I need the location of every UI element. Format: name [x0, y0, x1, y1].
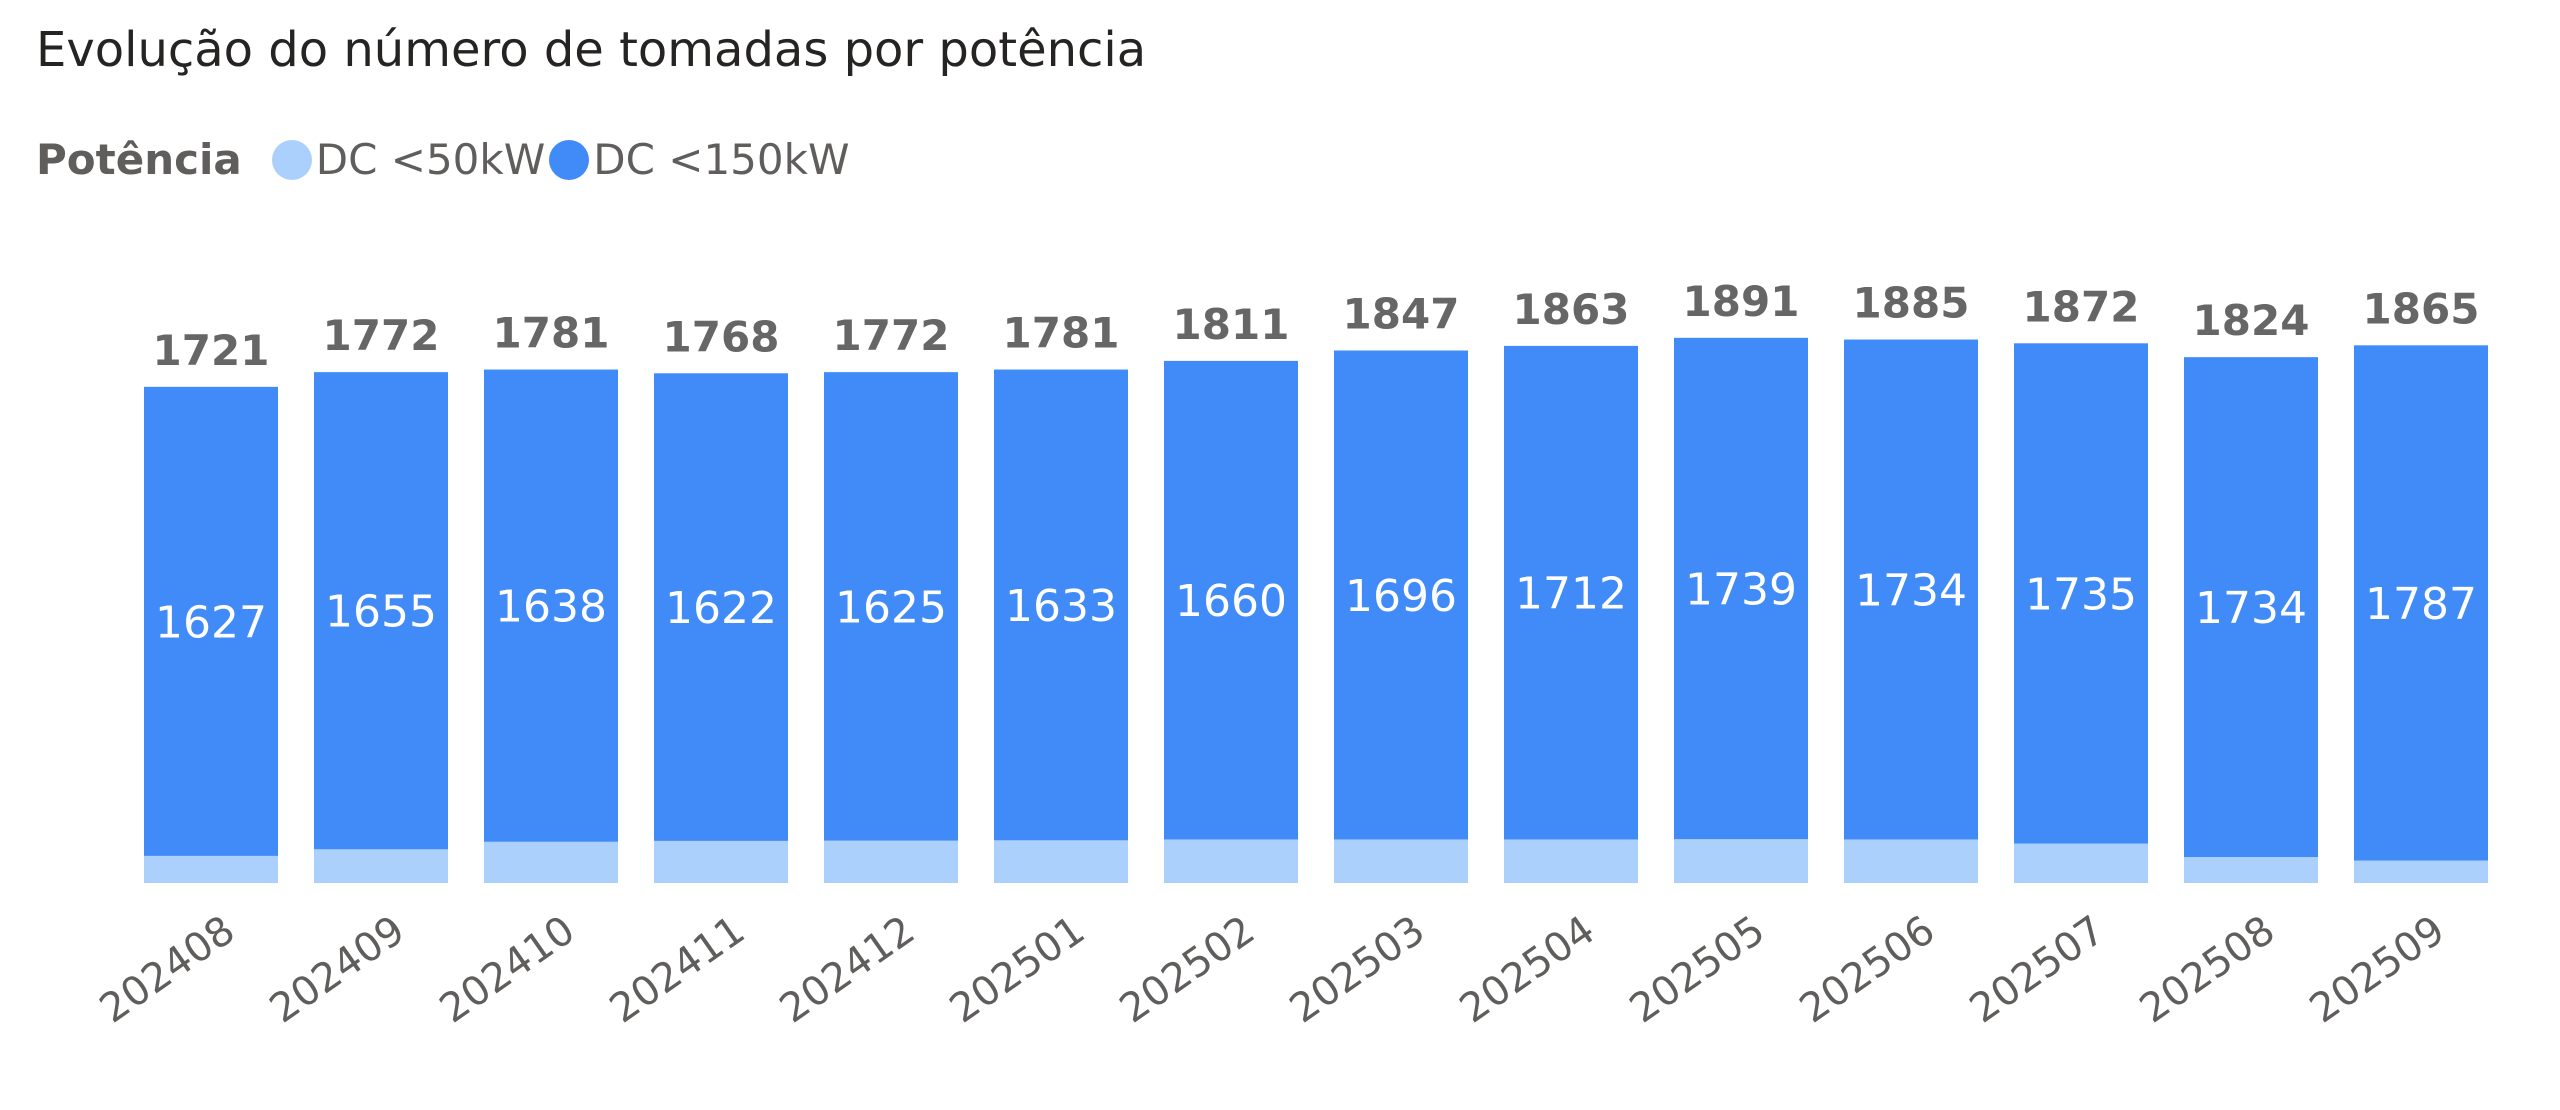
- total-label: 1768: [663, 312, 780, 361]
- total-label: 1721: [153, 326, 270, 375]
- legend-label: DC <50kW: [315, 135, 546, 184]
- x-tick-label: 202504: [1452, 907, 1603, 1032]
- legend-label: DC <150kW: [593, 135, 850, 184]
- total-label: 1781: [1003, 309, 1120, 358]
- bar-segment-dc-50kw: [144, 855, 278, 883]
- total-label: 1781: [493, 309, 610, 358]
- bar-segment-dc-150kw: [1674, 337, 1808, 840]
- bar-segment-dc-150kw: [2014, 343, 2148, 844]
- x-tick-label: 202411: [602, 907, 753, 1032]
- data-label-dc-150kw: 1622: [665, 583, 777, 634]
- x-tick-label: 202501: [942, 907, 1093, 1032]
- legend-title: Potência: [36, 135, 242, 184]
- data-label-dc-150kw: 1660: [1175, 576, 1287, 627]
- bar-segment-dc-50kw: [1164, 839, 1298, 883]
- data-label-dc-150kw: 1734: [1855, 566, 1967, 617]
- x-tick-label: 202408: [92, 907, 243, 1032]
- legend-marker-icon: [549, 139, 590, 180]
- data-label-dc-150kw: 1696: [1345, 571, 1457, 622]
- data-label-dc-150kw: 1734: [2195, 583, 2307, 634]
- bar-segment-dc-150kw: [994, 369, 1128, 841]
- x-tick-label: 202507: [1962, 907, 2113, 1032]
- data-label-dc-150kw: 1739: [1685, 565, 1797, 616]
- total-label: 1847: [1343, 290, 1460, 339]
- x-tick-label: 202505: [1622, 907, 1773, 1032]
- data-label-dc-150kw: 1625: [835, 582, 947, 633]
- bar-segment-dc-150kw: [1164, 360, 1298, 840]
- bar-segment-dc-50kw: [1844, 839, 1978, 883]
- legend-item-dc-150kw[interactable]: DC <150kW: [549, 135, 849, 184]
- data-label-dc-150kw: 1712: [1515, 569, 1627, 620]
- x-tick-label: 202509: [2302, 907, 2453, 1032]
- bar-segment-dc-150kw: [654, 373, 788, 841]
- x-tick-label: 202508: [2132, 907, 2283, 1032]
- x-tick-label: 202503: [1282, 907, 1433, 1032]
- bar-segment-dc-50kw: [1504, 839, 1638, 883]
- total-label: 1772: [323, 311, 440, 360]
- legend-marker-icon: [271, 139, 312, 180]
- bar-segment-dc-150kw: [1844, 339, 1978, 840]
- bar-segment-dc-50kw: [1334, 839, 1468, 883]
- bar-segment-dc-150kw: [144, 386, 278, 856]
- data-label-dc-150kw: 1627: [155, 597, 267, 648]
- bar-segment-dc-150kw: [314, 372, 448, 850]
- bar-segment-dc-50kw: [654, 840, 788, 883]
- bar-segment-dc-150kw: [1504, 345, 1638, 840]
- x-tick-label: 202410: [432, 907, 583, 1032]
- bar-segment-dc-150kw: [824, 372, 958, 841]
- total-label: 1811: [1173, 300, 1290, 349]
- bar-segment-dc-50kw: [314, 849, 448, 883]
- bar-segment-dc-50kw: [824, 840, 958, 883]
- bar-segment-dc-50kw: [2014, 843, 2148, 883]
- bar-segment-dc-50kw: [2184, 857, 2318, 883]
- total-label: 1885: [1853, 279, 1970, 328]
- total-label: 1891: [1683, 277, 1800, 326]
- bar-segment-dc-50kw: [484, 841, 618, 883]
- bar-segment-dc-50kw: [2354, 860, 2488, 883]
- total-label: 1863: [1513, 285, 1630, 334]
- bar-segment-dc-150kw: [1334, 350, 1468, 840]
- bar-segment-dc-150kw: [2184, 357, 2318, 858]
- data-label-dc-150kw: 1638: [495, 582, 607, 633]
- x-tick-label: 202409: [262, 907, 413, 1032]
- chart-title: Evolução do número de tomadas por potênc…: [36, 22, 1147, 78]
- data-label-dc-150kw: 1655: [325, 587, 437, 638]
- bar-segment-dc-150kw: [484, 369, 618, 842]
- bar-segment-dc-50kw: [1674, 839, 1808, 883]
- total-label: 1824: [2193, 296, 2310, 345]
- x-tick-label: 202412: [772, 907, 923, 1032]
- bar-segment-dc-50kw: [994, 840, 1128, 883]
- bar-segment-dc-150kw: [2354, 345, 2488, 861]
- legend-item-dc-50kw[interactable]: DC <50kW: [271, 135, 546, 184]
- total-label: 1872: [2023, 282, 2140, 331]
- total-label: 1865: [2363, 284, 2480, 333]
- legend: Potência DC <50kW DC <150kW: [36, 135, 853, 184]
- data-label-dc-150kw: 1735: [2025, 569, 2137, 620]
- x-tick-label: 202506: [1792, 907, 1943, 1032]
- total-label: 1772: [833, 311, 950, 360]
- data-label-dc-150kw: 1787: [2365, 579, 2477, 630]
- x-tick-label: 202502: [1112, 907, 1263, 1032]
- data-label-dc-150kw: 1633: [1005, 581, 1117, 632]
